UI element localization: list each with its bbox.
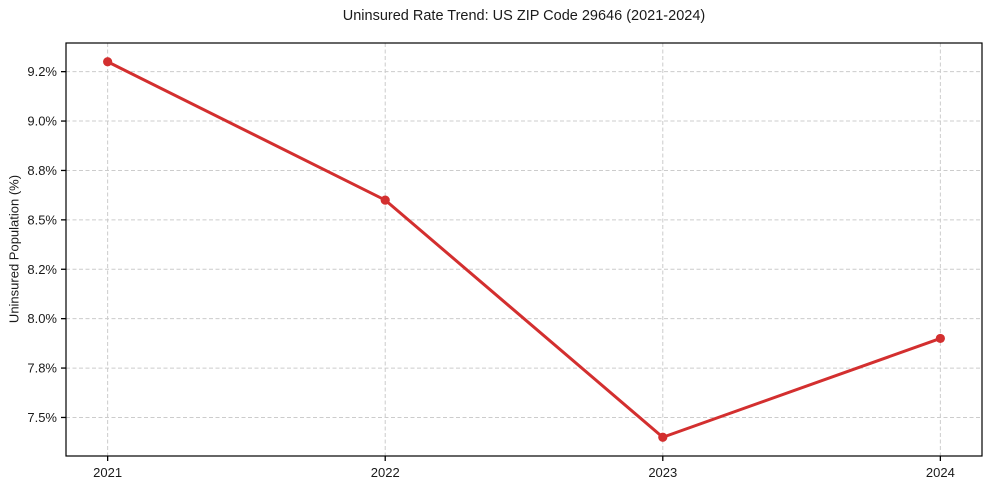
y-tick-label: 9.2% [27, 64, 57, 79]
y-tick-label: 8.8% [27, 163, 57, 178]
trend-line [106, 60, 942, 439]
y-tick-label: 7.8% [27, 361, 57, 376]
x-tick-label: 2022 [371, 465, 400, 480]
y-tick-label: 8.2% [27, 262, 57, 277]
x-tick-label: 2023 [648, 465, 677, 480]
data-point [935, 333, 945, 344]
data-point [103, 57, 113, 67]
y-tick-label: 7.5% [27, 410, 57, 425]
plot-border [65, 42, 983, 457]
y-tick-label: 8.5% [27, 212, 57, 227]
x-tick-label: 2021 [93, 465, 122, 480]
x-tick-label: 2024 [926, 465, 955, 480]
y-tick-label: 9.0% [27, 114, 57, 129]
data-point [380, 195, 390, 205]
y-tick-label: 8.0% [27, 311, 57, 326]
data-point [658, 432, 668, 442]
chart-title: Uninsured Rate Trend: US ZIP Code 29646 … [342, 8, 706, 24]
